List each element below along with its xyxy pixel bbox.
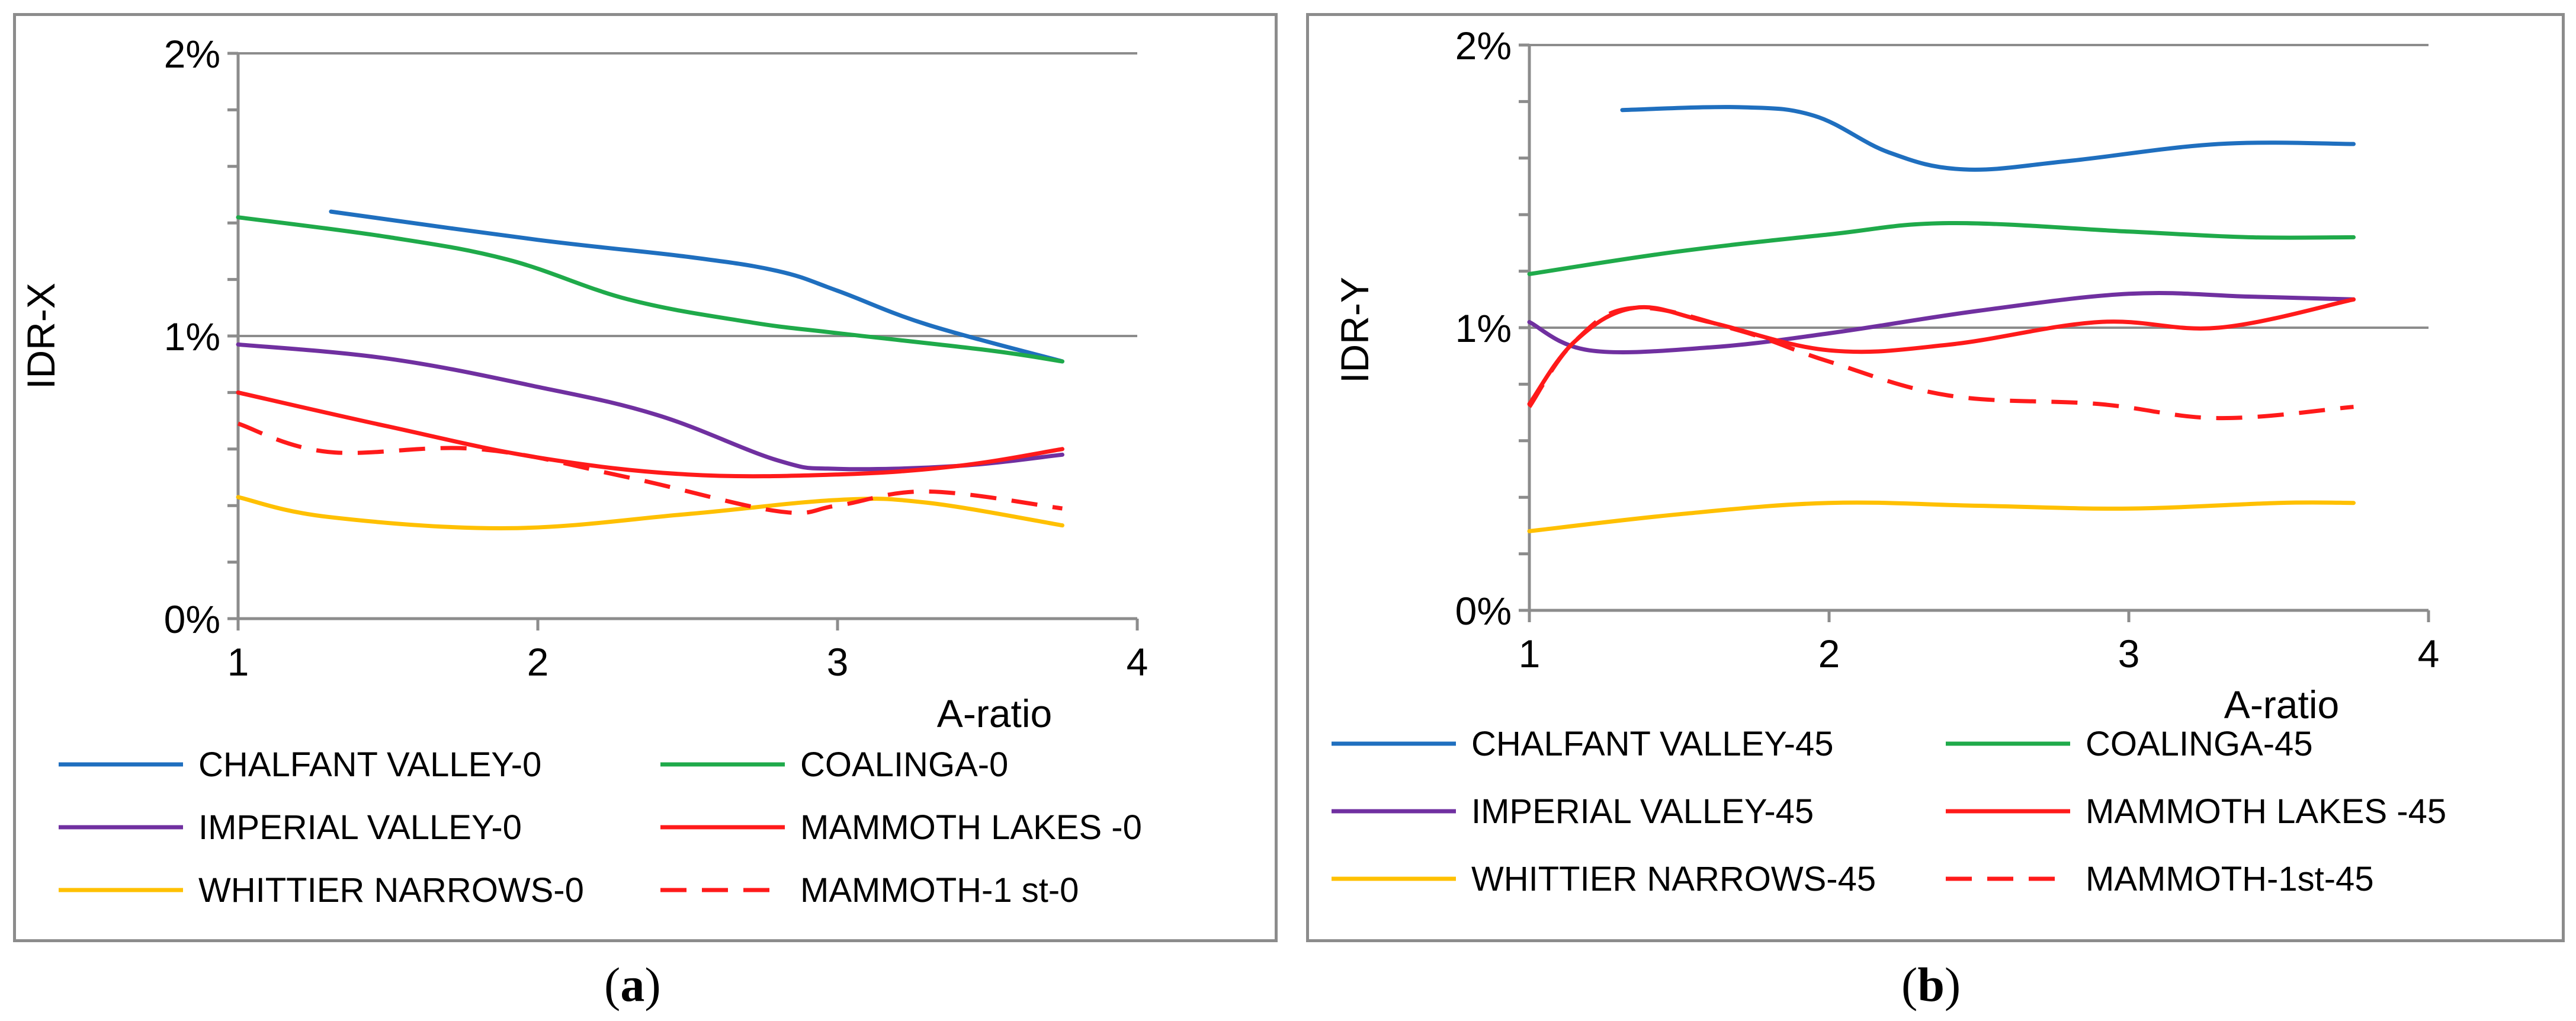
- chart-panel-b: 0% 1% 2% 1 2 3 4 A-ratio IDR-Y CHALFANT VALLEY-45…: [1306, 13, 2565, 942]
- x-tick-label-a-2: 3: [827, 640, 849, 684]
- series-line-whittier-narrows-0: [236, 495, 1064, 530]
- series-line-mammoth-1-st-0: [237, 421, 1063, 516]
- x-tick-label-a-3: 4: [1127, 640, 1149, 684]
- chart-b-svg: 0% 1% 2% 1 2 3 4 A-ratio IDR-Y CHALFANT VALLEY-45…: [1332, 24, 2446, 898]
- legend-label-mammoth-lakes-0: MAMMOTH LAKES -0: [800, 808, 1142, 847]
- chart-panel-a: 0% 1% 2% 1 2 3 4 A-ratio IDR-X CHALFANT VALLEY-0 C…: [13, 13, 1278, 942]
- series-line-mammoth-lakes-0: [236, 390, 1064, 479]
- series-line-imperial-valley-0: [236, 342, 1064, 472]
- x-tick-label-b-3: 4: [2418, 632, 2440, 676]
- x-axis-title-a: A-ratio: [937, 692, 1052, 735]
- y-tick-label-b-1: 1%: [1455, 306, 1512, 350]
- legend-label-coalinga-0: COALINGA-0: [800, 745, 1008, 784]
- legend-label-chalfant-valley-0: CHALFANT VALLEY-0: [198, 745, 541, 784]
- caption-a: (a): [604, 958, 661, 1012]
- series-line-whittier-narrows-45: [1527, 500, 2356, 533]
- series-line-imperial-valley-45: [1527, 290, 2356, 355]
- y-axis-title-a: IDR-X: [19, 283, 63, 389]
- legend-label-whittier-narrows-45: WHITTIER NARROWS-45: [1471, 860, 1876, 898]
- series-line-mammoth-1st-45: [1528, 305, 2354, 421]
- legend-label-imperial-valley-0: IMPERIAL VALLEY-0: [198, 808, 522, 847]
- legend-label-mammoth-1-st-0: MAMMOTH-1 st-0: [800, 871, 1079, 910]
- x-tick-label-b-1: 2: [1818, 632, 1840, 676]
- series-line-mammoth-lakes-45: [1527, 297, 2356, 407]
- legend-label-mammoth-lakes-45: MAMMOTH LAKES -45: [2086, 792, 2446, 831]
- y-tick-label-b-2: 2%: [1455, 24, 1512, 68]
- series-line-chalfant-valley-0: [329, 209, 1064, 364]
- y-tick-label-a-0: 0%: [164, 597, 220, 641]
- series-line-coalinga-45: [1527, 220, 2356, 276]
- legend-label-imperial-valley-45: IMPERIAL VALLEY-45: [1471, 792, 1814, 831]
- x-tick-label-b-0: 1: [1519, 632, 1541, 676]
- y-tick-label-a-1: 1%: [164, 315, 220, 359]
- legend-label-coalinga-45: COALINGA-45: [2086, 725, 2313, 763]
- legend-label-mammoth-1st-45: MAMMOTH-1st-45: [2086, 860, 2374, 898]
- y-tick-label-b-0: 0%: [1455, 589, 1512, 633]
- chart-a-svg: 0% 1% 2% 1 2 3 4 A-ratio IDR-X CHALFANT VALLEY-0 C…: [19, 32, 1149, 910]
- y-tick-label-a-2: 2%: [164, 32, 220, 76]
- legend-label-chalfant-valley-45: CHALFANT VALLEY-45: [1471, 725, 1833, 763]
- x-tick-label-a-0: 1: [227, 640, 249, 684]
- x-tick-label-b-2: 3: [2118, 632, 2140, 676]
- legend-label-whittier-narrows-0: WHITTIER NARROWS-0: [198, 871, 584, 910]
- series-line-coalinga-0: [236, 215, 1064, 364]
- x-axis-title-b: A-ratio: [2224, 683, 2339, 726]
- caption-b: (b): [1901, 958, 1961, 1012]
- series-line-chalfant-valley-45: [1620, 105, 2356, 172]
- y-axis-title-b: IDR-Y: [1333, 277, 1377, 383]
- x-tick-label-a-1: 2: [527, 640, 549, 684]
